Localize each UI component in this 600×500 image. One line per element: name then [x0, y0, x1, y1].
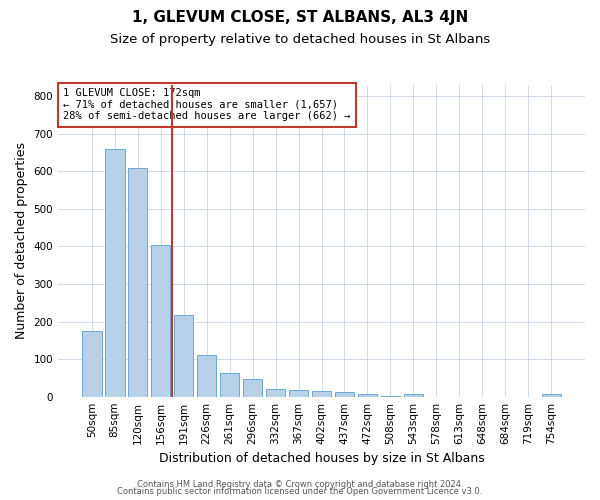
X-axis label: Distribution of detached houses by size in St Albans: Distribution of detached houses by size … [158, 452, 484, 465]
Text: 1 GLEVUM CLOSE: 172sqm
← 71% of detached houses are smaller (1,657)
28% of semi-: 1 GLEVUM CLOSE: 172sqm ← 71% of detached… [64, 88, 351, 122]
Bar [335, 392, 354, 396]
Y-axis label: Number of detached properties: Number of detached properties [15, 142, 28, 340]
Bar [404, 394, 423, 396]
Bar [220, 373, 239, 396]
Bar [289, 390, 308, 396]
Bar [105, 149, 125, 396]
Bar [197, 356, 217, 397]
Bar [542, 394, 561, 396]
Bar [243, 380, 262, 396]
Bar [174, 315, 193, 396]
Text: Size of property relative to detached houses in St Albans: Size of property relative to detached ho… [110, 32, 490, 46]
Bar [266, 389, 286, 396]
Bar [312, 391, 331, 396]
Text: Contains HM Land Registry data © Crown copyright and database right 2024.: Contains HM Land Registry data © Crown c… [137, 480, 463, 489]
Text: 1, GLEVUM CLOSE, ST ALBANS, AL3 4JN: 1, GLEVUM CLOSE, ST ALBANS, AL3 4JN [132, 10, 468, 25]
Bar [82, 331, 101, 396]
Bar [358, 394, 377, 396]
Bar [151, 244, 170, 396]
Bar [128, 168, 148, 396]
Text: Contains public sector information licensed under the Open Government Licence v3: Contains public sector information licen… [118, 487, 482, 496]
